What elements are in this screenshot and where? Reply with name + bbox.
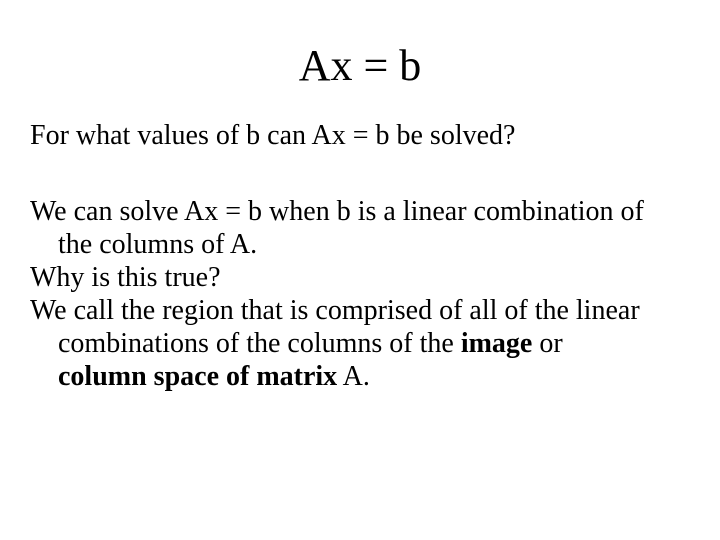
paragraph-3-line-3-bold: column space of matrix: [58, 361, 337, 392]
paragraph-1-line-2: the columns of A.: [30, 228, 690, 261]
paragraph-3-line-3-suffix: A.: [337, 361, 370, 392]
paragraph-3-line-2: combinations of the columns of the image…: [30, 327, 690, 360]
paragraph-3-line-2-prefix: combinations of the columns of the: [58, 328, 461, 359]
slide-body: We can solve Ax = b when b is a linear c…: [30, 195, 690, 393]
paragraph-3-line-2-bold: image: [461, 328, 533, 359]
slide-title: Ax = b: [30, 40, 690, 91]
paragraph-3-line-2-mid: or: [532, 328, 562, 359]
paragraph-1-line-1: We can solve Ax = b when b is a linear c…: [30, 195, 690, 228]
slide-subtitle: For what values of b can Ax = b be solve…: [30, 119, 690, 153]
paragraph-2: Why is this true?: [30, 261, 690, 294]
slide: Ax = b For what values of b can Ax = b b…: [0, 0, 720, 540]
paragraph-3-line-3: column space of matrix A.: [30, 360, 690, 393]
paragraph-3-line-1: We call the region that is comprised of …: [30, 294, 690, 327]
